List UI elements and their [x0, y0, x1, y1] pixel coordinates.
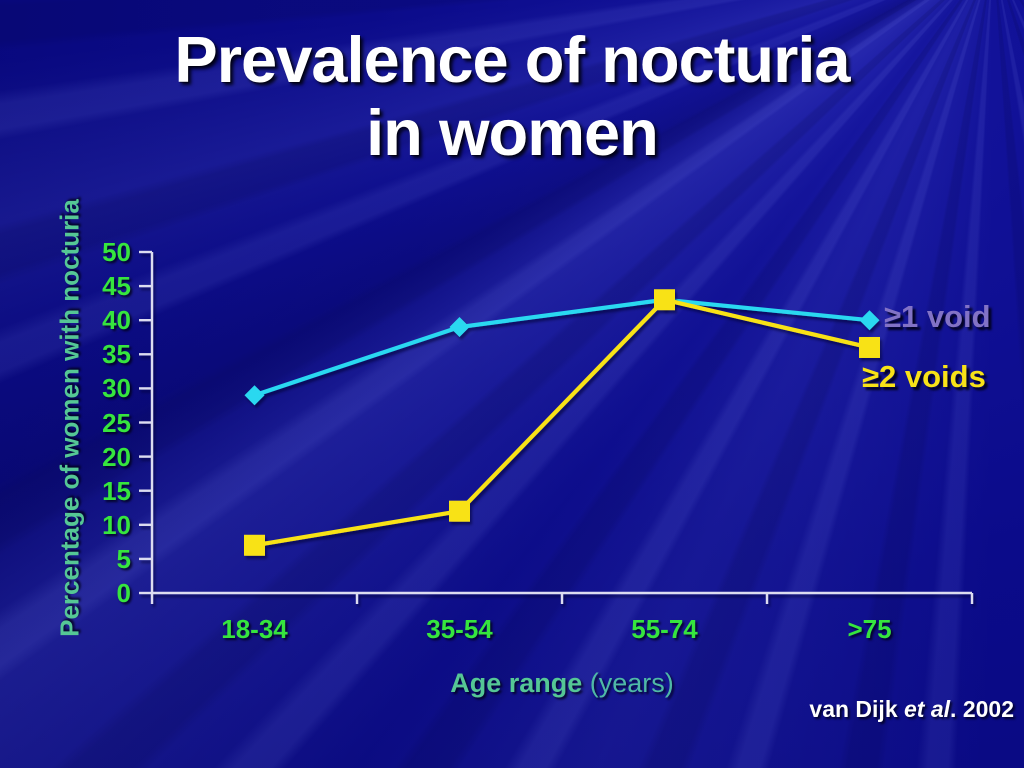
x-axis-title-text: Age range	[450, 668, 583, 698]
y-tick-label: 35	[102, 339, 131, 370]
series-ge1-void	[244, 289, 880, 406]
slide-title-line1: Prevalence of nocturia	[174, 23, 850, 96]
x-category-label: 18-34	[221, 614, 288, 644]
y-tick-label: 45	[102, 271, 131, 302]
data-point-marker-square	[449, 500, 470, 522]
y-tick-label: 15	[102, 475, 131, 506]
x-axis-title-unit: (years)	[589, 668, 674, 698]
legend-label-ge1-void: ≥1 void	[884, 299, 991, 334]
y-tick-label: 5	[116, 543, 131, 574]
citation-etal: et al	[904, 696, 951, 722]
data-point-marker-diamond	[859, 310, 880, 331]
legend-label-ge2-voids: ≥2 voids	[862, 359, 986, 394]
y-tick-label: 25	[102, 407, 131, 438]
slide-title: Prevalence of nocturia in women	[0, 23, 1024, 170]
y-tick-label: 20	[102, 441, 131, 472]
data-point-marker-square	[859, 336, 880, 358]
citation-authors: van Dijk	[809, 696, 905, 722]
x-category-label: 55-74	[631, 614, 698, 644]
series-line	[253, 297, 870, 398]
series-line	[254, 297, 870, 548]
data-point-marker-diamond	[244, 385, 265, 406]
series-ge2-voids	[244, 289, 880, 556]
y-tick-label: 10	[102, 509, 131, 540]
y-tick-label: 50	[102, 237, 131, 267]
citation-year: . 2002	[950, 696, 1014, 722]
axes	[139, 250, 974, 604]
citation: van Dijk et al. 2002	[809, 696, 1014, 723]
y-tick-label: 0	[116, 578, 131, 608]
y-tick-label: 40	[102, 305, 131, 336]
data-point-marker-square	[244, 534, 265, 556]
data-point-marker-square	[654, 289, 675, 311]
data-point-marker-diamond	[449, 317, 470, 338]
slide-title-line2: in women	[366, 95, 659, 169]
x-axis-title: Age range (years)	[152, 668, 972, 699]
x-category-label: 35-54	[426, 614, 493, 644]
x-category-label: >75	[847, 614, 892, 644]
y-tick-label: 30	[102, 373, 131, 404]
